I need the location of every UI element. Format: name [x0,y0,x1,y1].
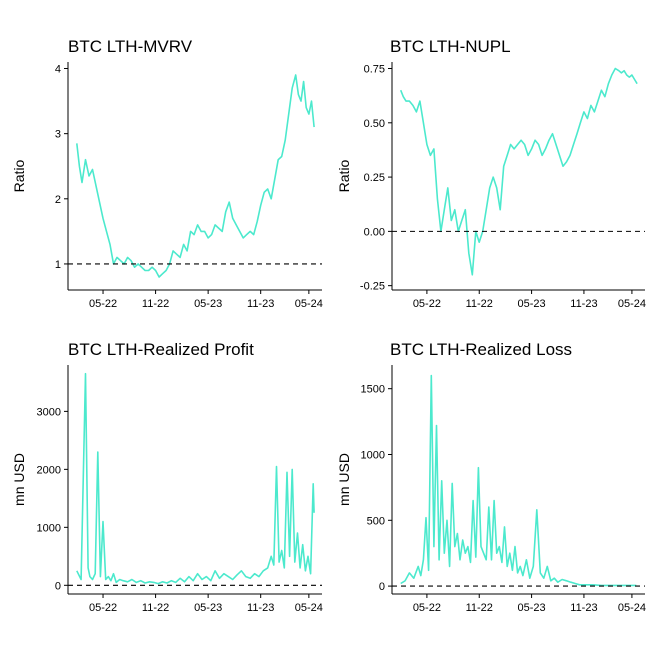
series-line-realized-profit [76,372,315,585]
panel-realized-loss: BTC LTH-Realized Loss mn USD 0 500 1000 1500 0… [336,340,646,614]
x-tick-label-mvrv: 05-22 [89,298,117,310]
y-axis-label-nupl: Ratio [336,159,352,192]
y-tick-label-nupl: 0.25 [364,172,385,184]
series-line-realized-loss [400,374,637,587]
y-tick-label-realized-profit: 0 [55,580,61,592]
chart-title-realized-profit: BTC LTH-Realized Profit [68,340,254,359]
x-tick-label-mvrv: 11-23 [247,298,274,310]
y-tick-label-realized-profit: 2000 [37,464,61,476]
x-tick-label-nupl: 11-22 [466,298,493,310]
x-tick-label-nupl: 11-23 [570,298,597,310]
y-tick-label-nupl: 0.00 [364,226,385,238]
panel-mvrv: BTC LTH-MVRV Ratio 1 2 3 4 05-22 11-22 05-23 11-2… [11,37,323,310]
y-tick-label-mvrv: 2 [55,194,61,206]
y-tick-label-realized-loss: 1000 [361,449,385,461]
x-tick-label-realized-profit: 05-24 [295,602,323,614]
y-tick-label-nupl: 0.50 [364,118,385,130]
x-tick-label-mvrv: 05-24 [295,298,323,310]
y-tick-label-realized-profit: 3000 [37,406,61,418]
y-tick-label-nupl: -0.25 [360,281,385,293]
x-tick-label-realized-profit: 11-23 [247,602,274,614]
x-tick-label-realized-loss: 05-23 [518,602,546,614]
y-tick-label-realized-profit: 1000 [37,522,61,534]
x-tick-label-nupl: 05-23 [518,298,546,310]
x-tick-label-mvrv: 11-22 [142,298,169,310]
x-tick-label-realized-loss: 05-22 [413,602,441,614]
y-tick-label-mvrv: 3 [55,129,61,141]
chart-title-mvrv: BTC LTH-MVRV [68,37,193,56]
series-line-nupl [399,67,638,276]
y-tick-label-mvrv: 1 [55,259,61,271]
y-tick-label-realized-loss: 0 [379,581,385,593]
x-tick-label-nupl: 05-22 [413,298,441,310]
x-tick-label-realized-loss: 11-23 [570,602,597,614]
y-tick-label-nupl: 0.75 [364,64,385,76]
x-tick-label-mvrv: 05-23 [194,298,222,310]
y-tick-label-realized-loss: 1500 [361,384,385,396]
y-axis-label-mvrv: Ratio [11,159,27,192]
x-tick-label-realized-profit: 05-22 [89,602,117,614]
y-axis-label-realized-loss: mn USD [336,453,352,506]
y-axis-label-realized-profit: mn USD [11,453,27,506]
chart-title-realized-loss: BTC LTH-Realized Loss [390,340,572,359]
panel-realized-profit: BTC LTH-Realized Profit mn USD 0 1000 2000 30… [11,340,323,614]
chart-title-nupl: BTC LTH-NUPL [390,37,511,56]
series-line-mvrv [76,74,315,278]
x-tick-label-realized-profit: 05-23 [194,602,222,614]
panel-nupl: BTC LTH-NUPL Ratio -0.25 0.00 0.25 0.50 0.75 05… [336,37,646,310]
x-tick-label-realized-loss: 11-22 [466,602,493,614]
y-tick-label-mvrv: 4 [55,64,61,76]
x-tick-label-nupl: 05-24 [618,298,646,310]
x-tick-label-realized-profit: 11-22 [142,602,169,614]
y-tick-label-realized-loss: 500 [367,515,385,527]
x-tick-label-realized-loss: 05-24 [618,602,646,614]
